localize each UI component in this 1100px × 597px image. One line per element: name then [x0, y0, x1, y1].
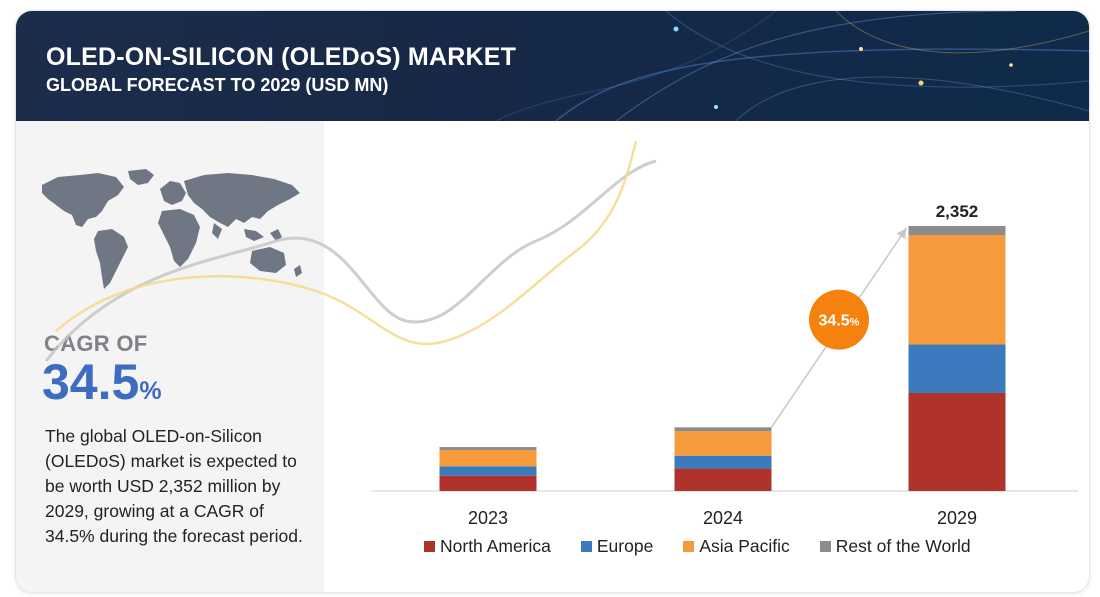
bar-2029-europe [908, 344, 1006, 393]
legend-swatch [580, 540, 592, 552]
legend-item-rest-of-the-world: Rest of the World [819, 535, 971, 557]
bar-2023-rest-of-the-world [439, 447, 537, 450]
market-description: The global OLED-on-Silicon (OLEDoS) mark… [45, 426, 303, 546]
infographic-card: OLED-ON-SILICON (OLEDoS) MARKET GLOBAL F… [16, 11, 1089, 592]
cagr-trend-arrowhead [896, 228, 907, 240]
x-tick-label-2023: 2023 [468, 508, 508, 528]
page-subtitle: GLOBAL FORECAST TO 2029 (USD MN) [46, 75, 389, 95]
legend-swatch [819, 540, 831, 552]
cagr-bubble [809, 289, 869, 350]
legend-item-asia-pacific: Asia Pacific [683, 535, 790, 557]
legend-label: Rest of the World [835, 535, 971, 556]
cagr-value: 34.5% [42, 353, 162, 411]
bar-2029-asia-pacific [908, 235, 1006, 345]
bar-2024-north-america [674, 468, 772, 491]
cagr-bubble-label: 34.5% [819, 313, 860, 330]
bar-2024-europe [674, 455, 772, 469]
chart-legend: North America Europe Asia Pacific Rest of t… [424, 535, 971, 557]
bar-2023-asia-pacific [439, 449, 537, 467]
bar-2029-north-america [908, 392, 1006, 491]
page-title: OLED-ON-SILICON (OLEDoS) MARKET [46, 43, 517, 71]
bar-2023-europe [439, 466, 537, 476]
decorative-waves [44, 140, 657, 362]
legend-swatch [683, 540, 695, 552]
legend-item-europe: Europe [580, 535, 654, 557]
summary-panel: CAGR OF 34.5% The global OLED-on-Silicon… [16, 121, 324, 592]
data-label-total-2029: 2,352 [936, 202, 979, 221]
legend-label: Asia Pacific [699, 535, 790, 556]
bar-2029-rest-of-the-world [908, 226, 1006, 236]
legend-label: Europe [596, 535, 654, 556]
cagr-number: 34.5 [42, 354, 140, 410]
header-banner: OLED-ON-SILICON (OLEDoS) MARKET GLOBAL F… [16, 11, 1089, 121]
legend-label: North America [440, 535, 551, 556]
bars-group: 2023 2024 2029 2,352 [439, 202, 1006, 528]
bar-2024-asia-pacific [674, 431, 772, 456]
world-map-icon [38, 167, 308, 302]
cagr-bubble-number: 34.5 [819, 313, 850, 330]
legend-swatch [424, 540, 435, 552]
cagr-unit: % [139, 377, 162, 405]
bar-2024-rest-of-the-world [674, 427, 772, 432]
x-tick-label-2024: 2024 [703, 508, 743, 528]
bar-2023-north-america [439, 475, 537, 491]
stacked-bar-chart: 2023 2024 2029 2,352 34.5% [44, 140, 1078, 528]
legend-item-north-america: North America [424, 536, 551, 557]
fiber-optic-background [495, 11, 1089, 121]
x-tick-label-2029: 2029 [937, 508, 977, 528]
cagr-bubble-unit: % [850, 317, 860, 329]
